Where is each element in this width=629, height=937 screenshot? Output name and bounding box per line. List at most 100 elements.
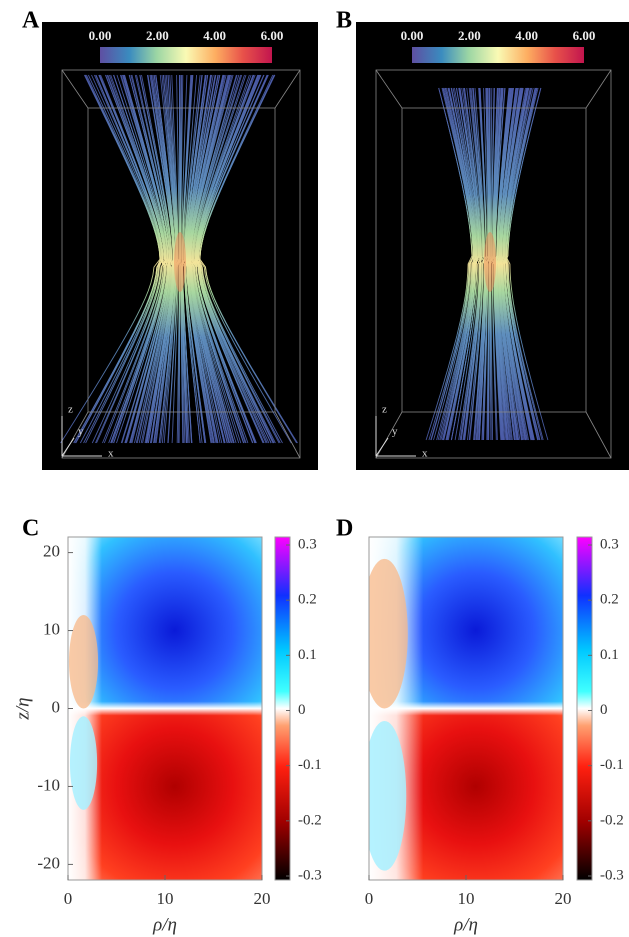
streamline [495, 87, 513, 441]
streamline [136, 74, 174, 444]
core-glow [484, 232, 496, 292]
streamline [473, 87, 489, 441]
colorbar-tick-label: 0.00 [401, 28, 424, 43]
cyan-lobe [369, 720, 407, 871]
streamline [493, 87, 505, 441]
streamline [190, 74, 247, 444]
streamlines [425, 87, 549, 441]
box-edge [274, 69, 301, 109]
colorbar-tick-label: -0.1 [600, 757, 624, 773]
heatmap [369, 537, 563, 880]
heatmap [68, 537, 262, 880]
colorbar-tick-label: 0.2 [600, 592, 619, 608]
colorbar-tick-label: 0.00 [89, 28, 112, 43]
streamline [472, 87, 486, 441]
streamline [184, 74, 218, 444]
y-tick-label: -20 [37, 853, 60, 872]
colorbar-tick-label: -0.2 [600, 812, 624, 828]
colorbar [100, 47, 272, 63]
colorbar-tick-label: 0.3 [298, 536, 317, 552]
axis-label: z [68, 404, 73, 416]
colorbar [274, 536, 291, 881]
streamline [187, 74, 233, 444]
streamline [95, 74, 168, 444]
y-tick-label: 20 [43, 541, 60, 560]
streamline [196, 74, 275, 444]
panel-label: B [336, 8, 352, 34]
colorbar-tick-label: 4.00 [203, 28, 226, 43]
orange-lobe [369, 558, 408, 709]
streamline [140, 74, 177, 444]
colorbar-tick-label: 6.00 [261, 28, 284, 43]
streamline [505, 87, 544, 441]
y-tick-label: 0 [52, 697, 61, 716]
axis-label: x [108, 448, 114, 460]
streamline [478, 87, 487, 441]
x-tick-label: 0 [365, 889, 374, 908]
colorbar-tick-label: 0 [600, 702, 608, 718]
streamline [197, 74, 281, 444]
axis-label: z [382, 404, 387, 416]
streamline [186, 74, 238, 444]
streamline [188, 74, 245, 444]
colorbar-tick-label: -0.1 [298, 757, 322, 773]
streamline [129, 74, 175, 444]
streamline [194, 74, 253, 444]
box-front [61, 69, 301, 459]
axis-triad [375, 416, 416, 457]
colorbar-tick-label: 2.00 [146, 28, 169, 43]
colorbar [576, 536, 593, 881]
streamline [75, 74, 164, 444]
streamline [497, 87, 516, 441]
streamline [488, 88, 502, 441]
streamline [496, 87, 519, 441]
streamline [113, 74, 172, 444]
streamline [462, 87, 482, 441]
streamline [483, 87, 490, 441]
streamline [149, 74, 179, 444]
streamline [503, 87, 543, 441]
colorbar-tick-label: -0.2 [298, 812, 322, 828]
x-tick-label: 20 [555, 889, 572, 908]
y-tick-label: 10 [43, 619, 60, 638]
colorbar-tick-label: 0.2 [298, 592, 317, 608]
streamline [182, 74, 206, 444]
streamline [73, 74, 162, 444]
streamline [504, 87, 539, 441]
axis-region [68, 537, 102, 880]
x-axis-label: ρ/η [453, 914, 478, 935]
streamline [496, 87, 521, 441]
streamline [502, 87, 541, 441]
streamline [446, 87, 480, 441]
colorbar-tick-label: 4.00 [515, 28, 538, 43]
streamline [500, 87, 529, 441]
colorbar-tick-label: 0 [298, 702, 306, 718]
streamline [60, 74, 161, 444]
colorbar-tick-label: 0.3 [600, 536, 619, 552]
box-back [87, 107, 276, 413]
streamline [481, 88, 491, 441]
colorbar-tick-label: 6.00 [573, 28, 596, 43]
axis-triad [61, 416, 102, 457]
cyan-lobe [69, 716, 98, 810]
core-glow [174, 232, 186, 292]
panel-label: D [336, 516, 353, 542]
box-front [375, 69, 612, 459]
colorbar-tick-label: 0.1 [600, 647, 619, 663]
streamline [126, 74, 173, 444]
streamline [430, 87, 474, 441]
streamline [447, 87, 478, 441]
x-tick-label: 10 [458, 889, 475, 908]
streamline [433, 87, 474, 441]
streamline [180, 74, 188, 444]
streamline [105, 74, 170, 444]
streamline [102, 74, 169, 444]
box-back [401, 107, 587, 413]
axis-label: y [78, 426, 84, 438]
streamline [497, 87, 519, 441]
box-edge [585, 411, 612, 459]
streamline [193, 74, 272, 444]
box-edge [585, 69, 612, 109]
